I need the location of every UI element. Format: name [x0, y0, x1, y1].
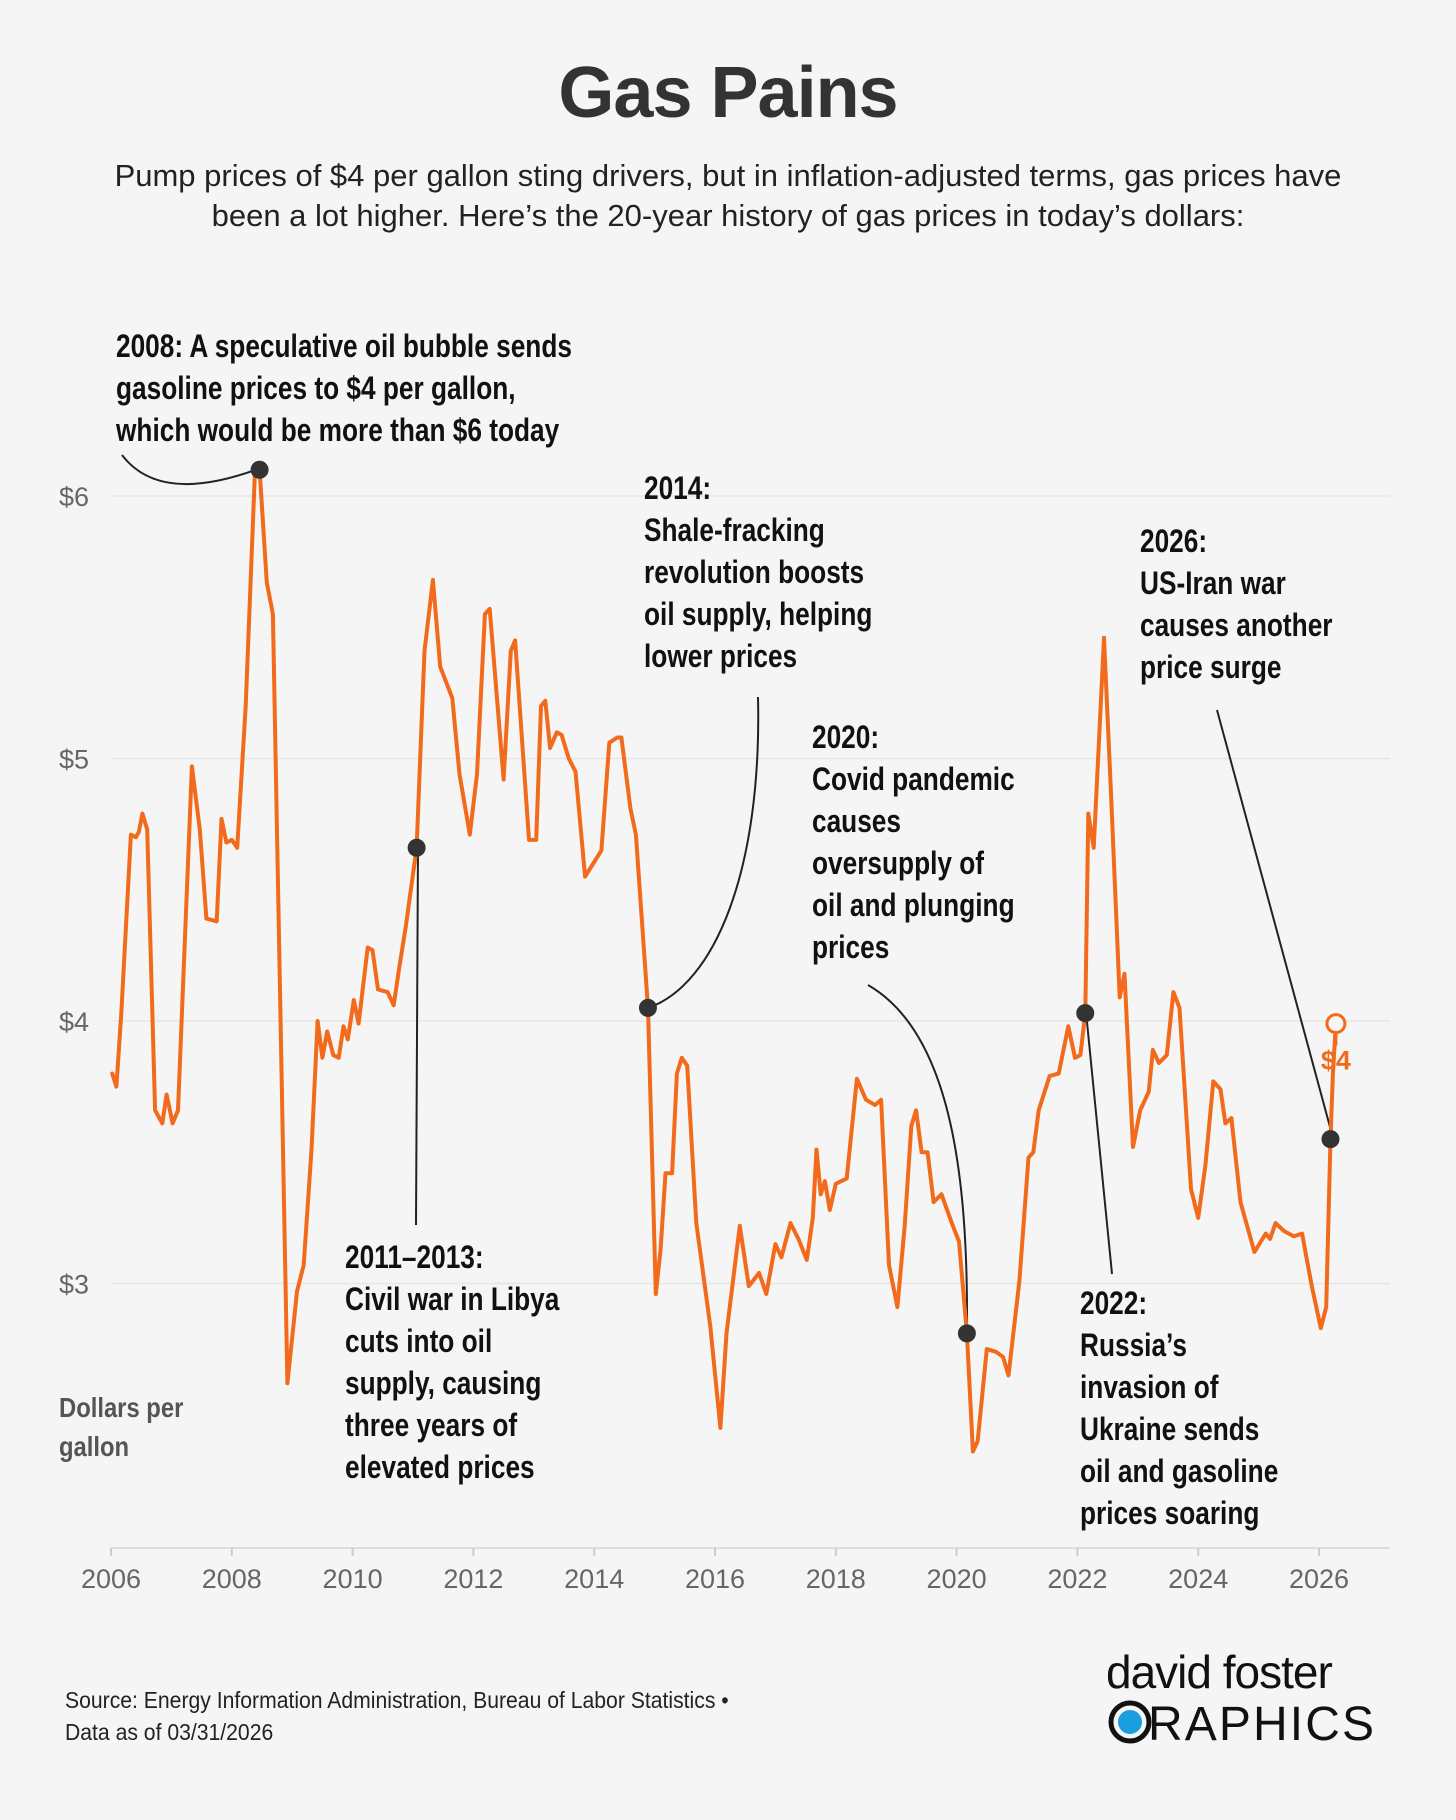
annotation-line: 2026:: [1140, 523, 1208, 559]
annotation-line: prices: [812, 929, 890, 965]
x-tick-label: 2026: [1289, 1564, 1349, 1594]
annotation-line: Russia’s: [1080, 1327, 1187, 1363]
annotation-line: revolution boosts: [644, 554, 865, 590]
logo-line-1: david foster: [1106, 1648, 1332, 1698]
annotation-line: oil and plunging: [812, 887, 1015, 923]
annotation-line: 2014:: [644, 470, 712, 506]
annotation-2011: 2011–2013: Civil war in Libya cuts into …: [345, 1236, 559, 1488]
x-tick-label: 2006: [81, 1564, 141, 1594]
leader-line-2020: [867, 984, 969, 1333]
annotation-dot-2008: [250, 460, 269, 479]
annotation-line: oversupply of: [812, 845, 985, 881]
annotation-2014: 2014: Shale-fracking revolution boosts o…: [644, 467, 872, 677]
annotation-line: which would be more than $6 today: [116, 412, 560, 448]
annotation-line: prices soaring: [1080, 1495, 1260, 1531]
y-tick-label: $6: [59, 482, 89, 512]
annotation-line: elevated prices: [345, 1449, 535, 1485]
logo-g-ring-icon: [1108, 1700, 1152, 1744]
x-tick-label: 2014: [564, 1564, 624, 1594]
x-tick-label: 2016: [685, 1564, 745, 1594]
leader-line-2011: [415, 845, 419, 1226]
annotation-line: oil and gasoline: [1080, 1453, 1279, 1489]
annotation-line: causes: [812, 803, 901, 839]
annotation-dot-2022: [1076, 1004, 1095, 1023]
annotation-line: causes another: [1140, 607, 1333, 643]
annotation-line: three years of: [345, 1407, 518, 1443]
y-tick-label: $3: [59, 1270, 89, 1300]
y-tick-label: $5: [59, 745, 89, 775]
annotation-dot-2026: [1321, 1130, 1340, 1149]
x-tick-label: 2020: [927, 1564, 987, 1594]
x-tick-label: 2008: [202, 1564, 262, 1594]
annotation-2022: 2022: Russia’s invasion of Ukraine sends…: [1080, 1282, 1278, 1534]
source-line: Data as of 03/31/2026: [65, 1719, 274, 1745]
y-axis-label: Dollars per gallon: [59, 1392, 184, 1462]
annotation-line: 2022:: [1080, 1285, 1148, 1321]
x-tick-label: 2012: [443, 1564, 503, 1594]
subtitle-line-1: Pump prices of $4 per gallon sting drive…: [114, 158, 1342, 193]
annotation-dot-2014: [638, 998, 657, 1017]
annotation-line: 2020:: [812, 719, 880, 755]
logo-blue-dot-icon: [1118, 1710, 1142, 1734]
price-line: [110, 467, 1338, 1454]
annotation-line: supply, causing: [345, 1365, 542, 1401]
x-tick-label: 2018: [806, 1564, 866, 1594]
annotation-line: 2011–2013:: [345, 1239, 484, 1275]
annotation-line: invasion of: [1080, 1369, 1219, 1405]
x-tick-label: 2010: [323, 1564, 383, 1594]
source-note: Source: Energy Information Administratio…: [65, 1684, 729, 1748]
annotation-line: Civil war in Libya: [345, 1281, 560, 1317]
leader-line-2008: [121, 454, 259, 485]
annotation-line: lower prices: [644, 638, 798, 674]
end-point-marker: [1325, 1013, 1347, 1035]
leader-line-2014: [647, 696, 760, 1009]
annotation-dot-2020: [957, 1324, 976, 1343]
annotation-line: oil supply, helping: [644, 596, 873, 632]
x-tick-label: 2024: [1168, 1564, 1228, 1594]
annotation-line: Covid pandemic: [812, 761, 1015, 797]
david-foster-graphics-logo: david foster RAPHICS: [1106, 1648, 1374, 1748]
chart-title: Gas Pains: [558, 53, 898, 133]
annotation-dot-2011–2013: [407, 838, 426, 857]
annotation-line: US-Iran war: [1140, 565, 1286, 601]
annotation-2020: 2020: Covid pandemic causes oversupply o…: [812, 716, 1015, 968]
subtitle-line-2: been a lot higher. Here’s the 20-year hi…: [211, 198, 1245, 233]
annotation-line: Shale-fracking: [644, 512, 825, 548]
annotation-line: gasoline prices to $4 per gallon,: [116, 370, 516, 406]
annotation-line: Ukraine sends: [1080, 1411, 1260, 1447]
source-line: Source: Energy Information Administratio…: [65, 1687, 729, 1713]
annotation-2026: 2026: US-Iran war causes another price s…: [1140, 520, 1333, 688]
end-point-label: $4: [1321, 1046, 1351, 1076]
annotation-line: 2008: A speculative oil bubble sends: [116, 328, 572, 364]
annotation-2008: 2008: A speculative oil bubble sends gas…: [116, 325, 572, 451]
annotation-line: price surge: [1140, 649, 1282, 685]
annotation-line: cuts into oil: [345, 1323, 493, 1359]
leader-line-2026: [1216, 709, 1334, 1139]
leader-line-2022: [1085, 1011, 1113, 1275]
y-tick-label: $4: [59, 1007, 89, 1037]
x-tick-label: 2022: [1047, 1564, 1107, 1594]
logo-line-2: RAPHICS: [1148, 1698, 1374, 1748]
